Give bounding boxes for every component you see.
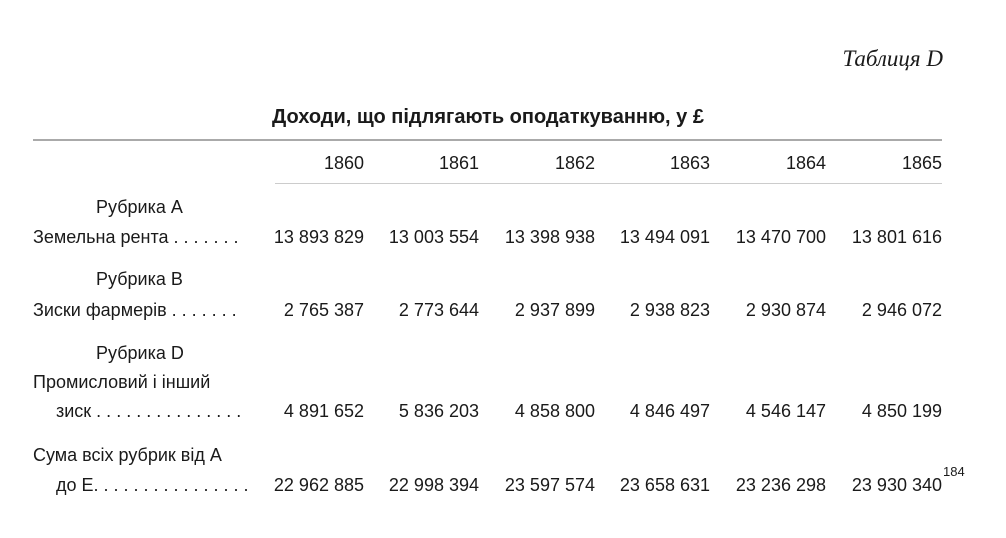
table-cell: 13 470 700 [735,227,826,247]
table-cell: 4 891 652 [283,401,364,421]
table-cell: 5 836 203 [398,401,479,421]
table-cell: 23 236 298 [735,475,826,495]
year-header: 1861 [438,153,479,173]
table-cell: 13 801 616 [851,227,942,247]
row-label: Земельна рента . . . . . . . [33,227,239,247]
table-cell: 4 850 199 [861,401,942,421]
table-cell: 2 773 644 [398,300,479,320]
table-cell: 4 846 497 [629,401,710,421]
table-cell: 13 003 554 [388,227,479,247]
table-cell: 22 962 885 [273,475,364,495]
table-cell: 2 937 899 [514,300,595,320]
table-cell: 2 765 387 [283,300,364,320]
table-cell: 2 930 874 [745,300,826,320]
row-label: Промисловий і інший [33,372,211,392]
footnote-mark: 184 [943,464,965,479]
header-rule [33,139,942,141]
year-header: 1864 [785,153,826,173]
table-cell: 23 930 340 [851,475,942,495]
row-label: Сума всіх рубрик від A [33,445,222,465]
section-heading: Рубрика B [96,269,183,289]
row-label: до E. . . . . . . . . . . . . . . . [56,475,249,495]
year-header: 1863 [669,153,710,173]
table-cell: 2 938 823 [629,300,710,320]
table-label: Таблиця D [842,46,943,71]
year-header: 1865 [901,153,942,173]
section-heading: Рубрика A [96,197,183,217]
table-cell: 4 858 800 [514,401,595,421]
section-heading: Рубрика D [96,343,184,363]
table-cell: 13 893 829 [273,227,364,247]
table-cell: 22 998 394 [388,475,479,495]
row-label: Зиски фармерів . . . . . . . [33,300,237,320]
table-cell: 2 946 072 [861,300,942,320]
table-cell: 4 546 147 [745,401,826,421]
year-header: 1862 [554,153,595,173]
table-cell: 23 658 631 [619,475,710,495]
table-cell: 23 597 574 [504,475,595,495]
table-cell: 13 398 938 [504,227,595,247]
table-title: Доходи, що підлягають оподаткуванню, у £ [272,106,704,128]
year-rule [275,183,942,184]
table-cell: 13 494 091 [619,227,710,247]
year-header: 1860 [323,153,364,173]
row-label: зиск . . . . . . . . . . . . . . . [56,401,242,421]
